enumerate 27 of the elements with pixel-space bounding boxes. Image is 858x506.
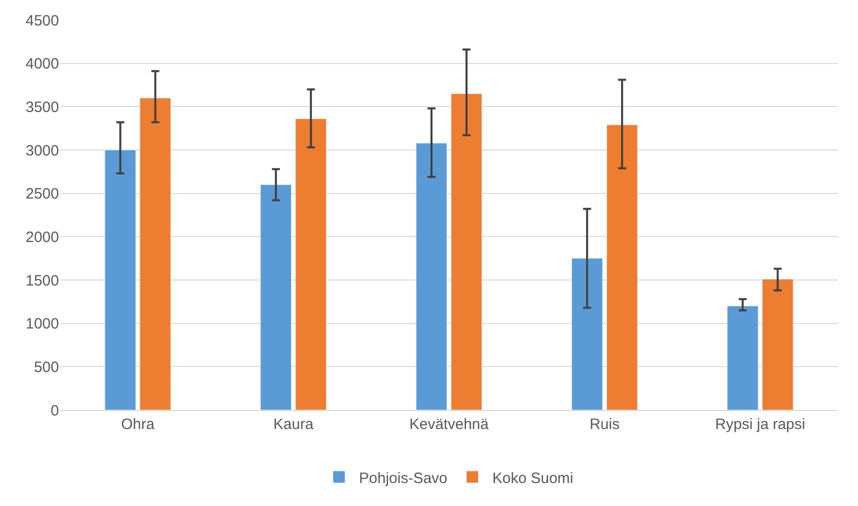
y-tick-label: 2500 [26,186,59,203]
legend-label: Pohjois-Savo [359,470,448,487]
bar [416,142,448,410]
x-tick-label: Kaura [273,416,314,433]
legend-label: Koko Suomi [492,470,574,487]
y-tick-label: 4500 [26,12,59,30]
bar [260,184,292,410]
bar [450,93,482,410]
x-tick-label: Rypsi ja rapsi [715,416,806,433]
bar [140,98,171,410]
bar [727,306,758,410]
y-tick-label: 1500 [26,272,59,290]
bar [606,124,638,410]
y-tick-label: 1000 [26,316,59,333]
x-tick-label: Ruis [590,416,620,433]
y-tick-label: 500 [34,358,59,376]
bar [104,150,136,410]
x-tick-label: Kevätvehnä [409,416,490,433]
y-tick-label: 3000 [26,142,59,160]
y-tick-label: 2000 [26,228,59,246]
bar [762,278,794,410]
bar [295,118,327,410]
y-tick-label: 3500 [26,98,59,116]
y-tick-label: 4000 [26,56,59,73]
y-tick-label: 0 [50,402,59,420]
bar [571,258,603,410]
x-tick-label: Ohra [121,416,156,433]
